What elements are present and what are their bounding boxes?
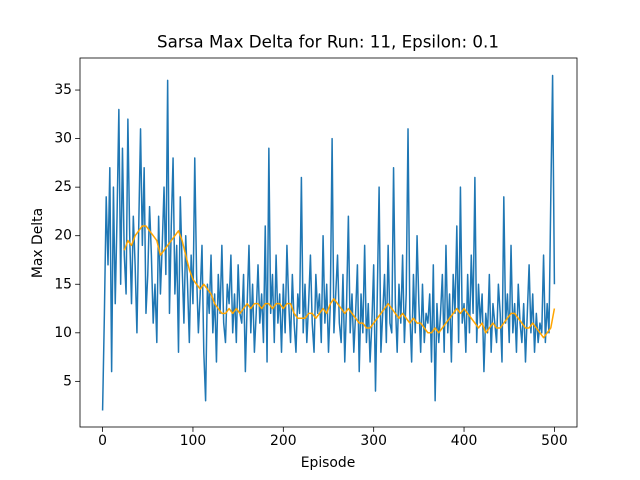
y-axis-label: Max Delta	[30, 208, 46, 278]
chart-title: Sarsa Max Delta for Run: 11, Epsilon: 0.…	[157, 32, 499, 52]
y-tick-label: 30	[54, 131, 72, 147]
x-tick-label: 500	[541, 433, 568, 449]
y-tick-label: 35	[54, 82, 72, 98]
y-tick-label: 5	[63, 373, 72, 389]
x-tick-label: 100	[180, 433, 207, 449]
y-tick-label: 10	[54, 325, 72, 341]
data-line	[123, 225, 556, 339]
y-tick-label: 25	[54, 179, 72, 195]
y-tick-label: 20	[54, 228, 72, 244]
x-tick-label: 400	[451, 433, 478, 449]
x-tick-label: 300	[360, 433, 387, 449]
x-axis-label: Episode	[301, 455, 356, 471]
plot-frame	[79, 57, 578, 428]
y-tick-label: 15	[54, 276, 72, 292]
x-tick-label: 0	[98, 433, 107, 449]
x-tick-label: 200	[270, 433, 297, 449]
data-line	[101, 74, 556, 411]
